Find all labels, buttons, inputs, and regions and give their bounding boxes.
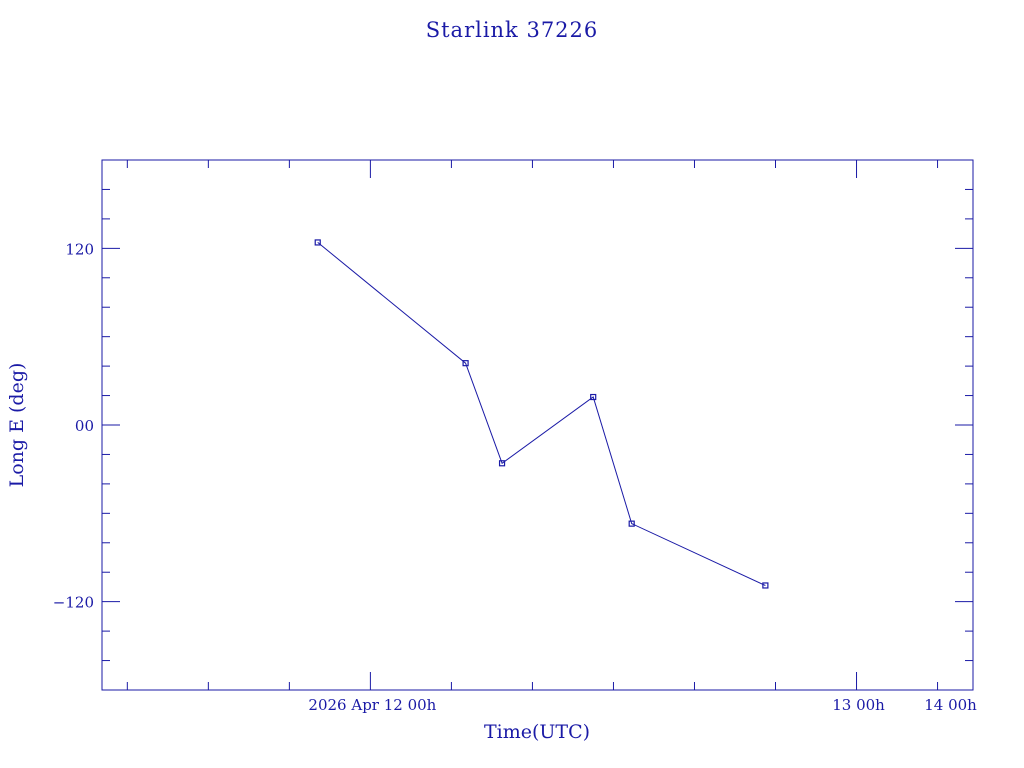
axis-ticks xyxy=(102,160,973,690)
data-point xyxy=(498,460,506,467)
data-point xyxy=(762,582,769,589)
x-tick-label: 2026 Apr 12 00h xyxy=(308,696,436,714)
data-point xyxy=(314,239,321,246)
series-group xyxy=(314,239,769,589)
data-point xyxy=(590,393,597,401)
axis-tick-labels: 120 00 −120 2026 Apr 12 00h 13 00h 14 00h xyxy=(53,240,977,714)
x-tick-label: 13 00h xyxy=(832,696,885,714)
y-tick-label: 00 xyxy=(75,417,94,435)
data-point xyxy=(462,360,469,367)
x-axis-label: Time(UTC) xyxy=(484,721,590,743)
chart-title: Starlink 37226 xyxy=(426,18,599,42)
x-tick-label: 14 00h xyxy=(924,696,977,714)
data-point xyxy=(628,520,635,527)
y-tick-label: 120 xyxy=(65,240,94,258)
y-axis-label: Long E (deg) xyxy=(6,363,28,488)
series-line xyxy=(317,242,766,586)
plot-frame xyxy=(101,159,974,691)
y-tick-label: −120 xyxy=(53,594,94,612)
